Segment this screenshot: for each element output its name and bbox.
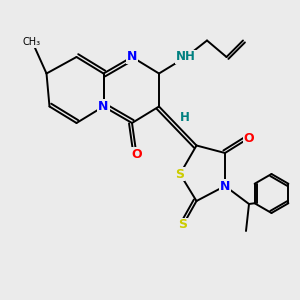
Text: NH: NH (176, 50, 196, 64)
Text: H: H (179, 111, 189, 124)
Text: N: N (127, 50, 137, 64)
Text: N: N (220, 179, 230, 193)
Text: O: O (244, 131, 254, 145)
Text: N: N (98, 100, 109, 113)
Text: CH₃: CH₃ (22, 37, 40, 47)
Text: S: S (178, 218, 188, 232)
Text: O: O (131, 148, 142, 161)
Text: S: S (176, 167, 184, 181)
